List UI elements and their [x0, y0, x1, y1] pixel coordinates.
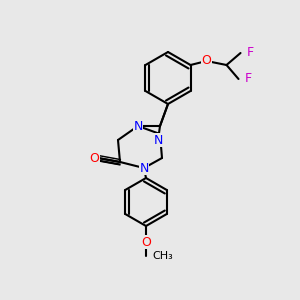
Text: O: O: [202, 55, 212, 68]
Text: CH₃: CH₃: [152, 251, 173, 261]
Text: N: N: [133, 119, 143, 133]
Text: F: F: [244, 73, 252, 85]
Text: N: N: [139, 161, 149, 175]
Text: O: O: [141, 236, 151, 248]
Text: O: O: [89, 152, 99, 164]
Text: F: F: [247, 46, 254, 59]
Text: N: N: [153, 134, 163, 146]
